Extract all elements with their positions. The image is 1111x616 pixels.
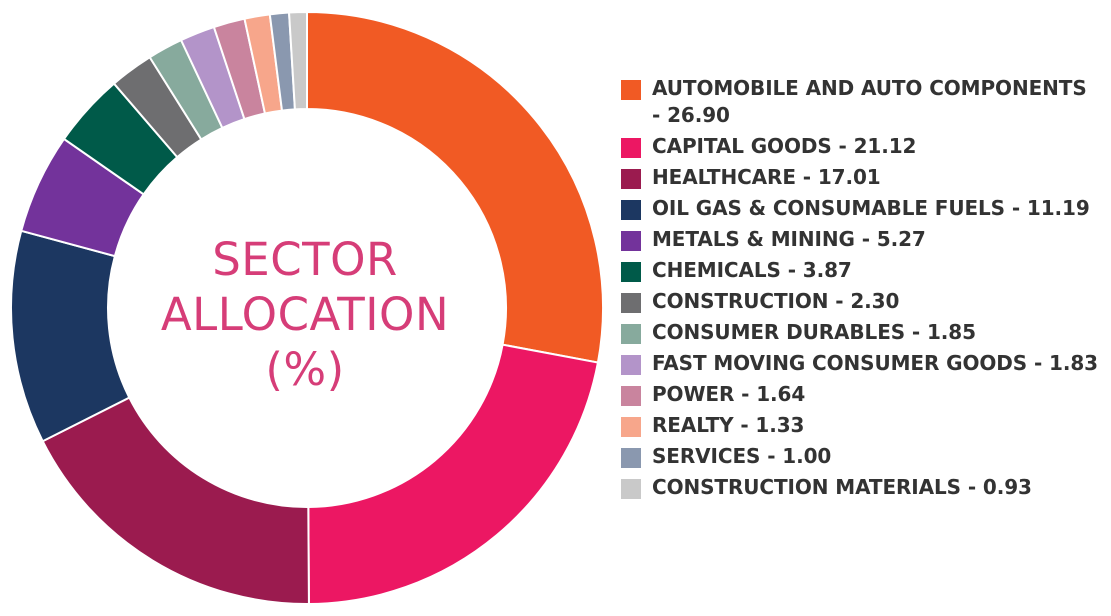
legend-label: POWER - 1.64 (652, 382, 806, 406)
legend-swatch (621, 355, 641, 375)
legend-label: REALTY - 1.33 (652, 413, 805, 437)
legend-item-8: CONSUMER DURABLES - 1.85 (621, 319, 1101, 346)
legend-item-6: CHEMICALS - 3.87 (621, 257, 1101, 284)
donut-slice-1 (306, 10, 604, 364)
legend-swatch (621, 200, 641, 220)
legend-label: HEALTHCARE - 17.01 (652, 165, 881, 189)
legend-label: METALS & MINING - 5.27 (652, 227, 926, 251)
donut-slice-3 (41, 396, 310, 605)
legend-label: SERVICES - 1.00 (652, 444, 832, 468)
legend-item-11: REALTY - 1.33 (621, 412, 1101, 439)
legend-label: CONSUMER DURABLES - 1.85 (652, 320, 976, 344)
legend-label: AUTOMOBILE AND AUTO COMPONENTS - 26.90 (652, 76, 1087, 127)
legend-swatch (621, 386, 641, 406)
legend-label: OIL GAS & CONSUMABLE FUELS - 11.19 (652, 196, 1090, 220)
legend-item-12: SERVICES - 1.00 (621, 443, 1101, 470)
center-title: SECTOR ALLOCATION (%) (150, 232, 460, 397)
legend-item-1: AUTOMOBILE AND AUTO COMPONENTS - 26.90 (621, 75, 1101, 129)
donut-chart (10, 10, 604, 606)
center-title-line-1: SECTOR (212, 233, 398, 286)
legend-item-7: CONSTRUCTION - 2.30 (621, 288, 1101, 315)
legend-item-5: METALS & MINING - 5.27 (621, 226, 1101, 253)
legend: AUTOMOBILE AND AUTO COMPONENTS - 26.90 CA… (621, 75, 1101, 505)
center-title-line-3: (%) (265, 343, 345, 396)
legend-swatch (621, 448, 641, 468)
legend-label: CONSTRUCTION MATERIALS - 0.93 (652, 475, 1032, 499)
legend-label: CONSTRUCTION - 2.30 (652, 289, 900, 313)
donut-slice-2 (307, 343, 600, 606)
legend-item-9: FAST MOVING CONSUMER GOODS - 1.83 (621, 350, 1101, 377)
legend-item-3: HEALTHCARE - 17.01 (621, 164, 1101, 191)
legend-label: CAPITAL GOODS - 21.12 (652, 134, 917, 158)
legend-label: FAST MOVING CONSUMER GOODS - 1.83 (652, 351, 1098, 375)
legend-item-10: POWER - 1.64 (621, 381, 1101, 408)
legend-swatch (621, 169, 641, 189)
legend-swatch (621, 293, 641, 313)
legend-swatch (621, 417, 641, 437)
legend-label: CHEMICALS - 3.87 (652, 258, 852, 282)
legend-swatch (621, 262, 641, 282)
legend-item-4: OIL GAS & CONSUMABLE FUELS - 11.19 (621, 195, 1101, 222)
legend-swatch (621, 138, 641, 158)
legend-swatch (621, 479, 641, 499)
legend-swatch (621, 231, 641, 251)
center-title-line-2: ALLOCATION (160, 288, 450, 341)
legend-item-2: CAPITAL GOODS - 21.12 (621, 133, 1101, 160)
legend-swatch (621, 324, 641, 344)
legend-item-13: CONSTRUCTION MATERIALS - 0.93 (621, 474, 1101, 501)
legend-swatch (621, 80, 641, 100)
donut-slice-13 (287, 10, 308, 111)
